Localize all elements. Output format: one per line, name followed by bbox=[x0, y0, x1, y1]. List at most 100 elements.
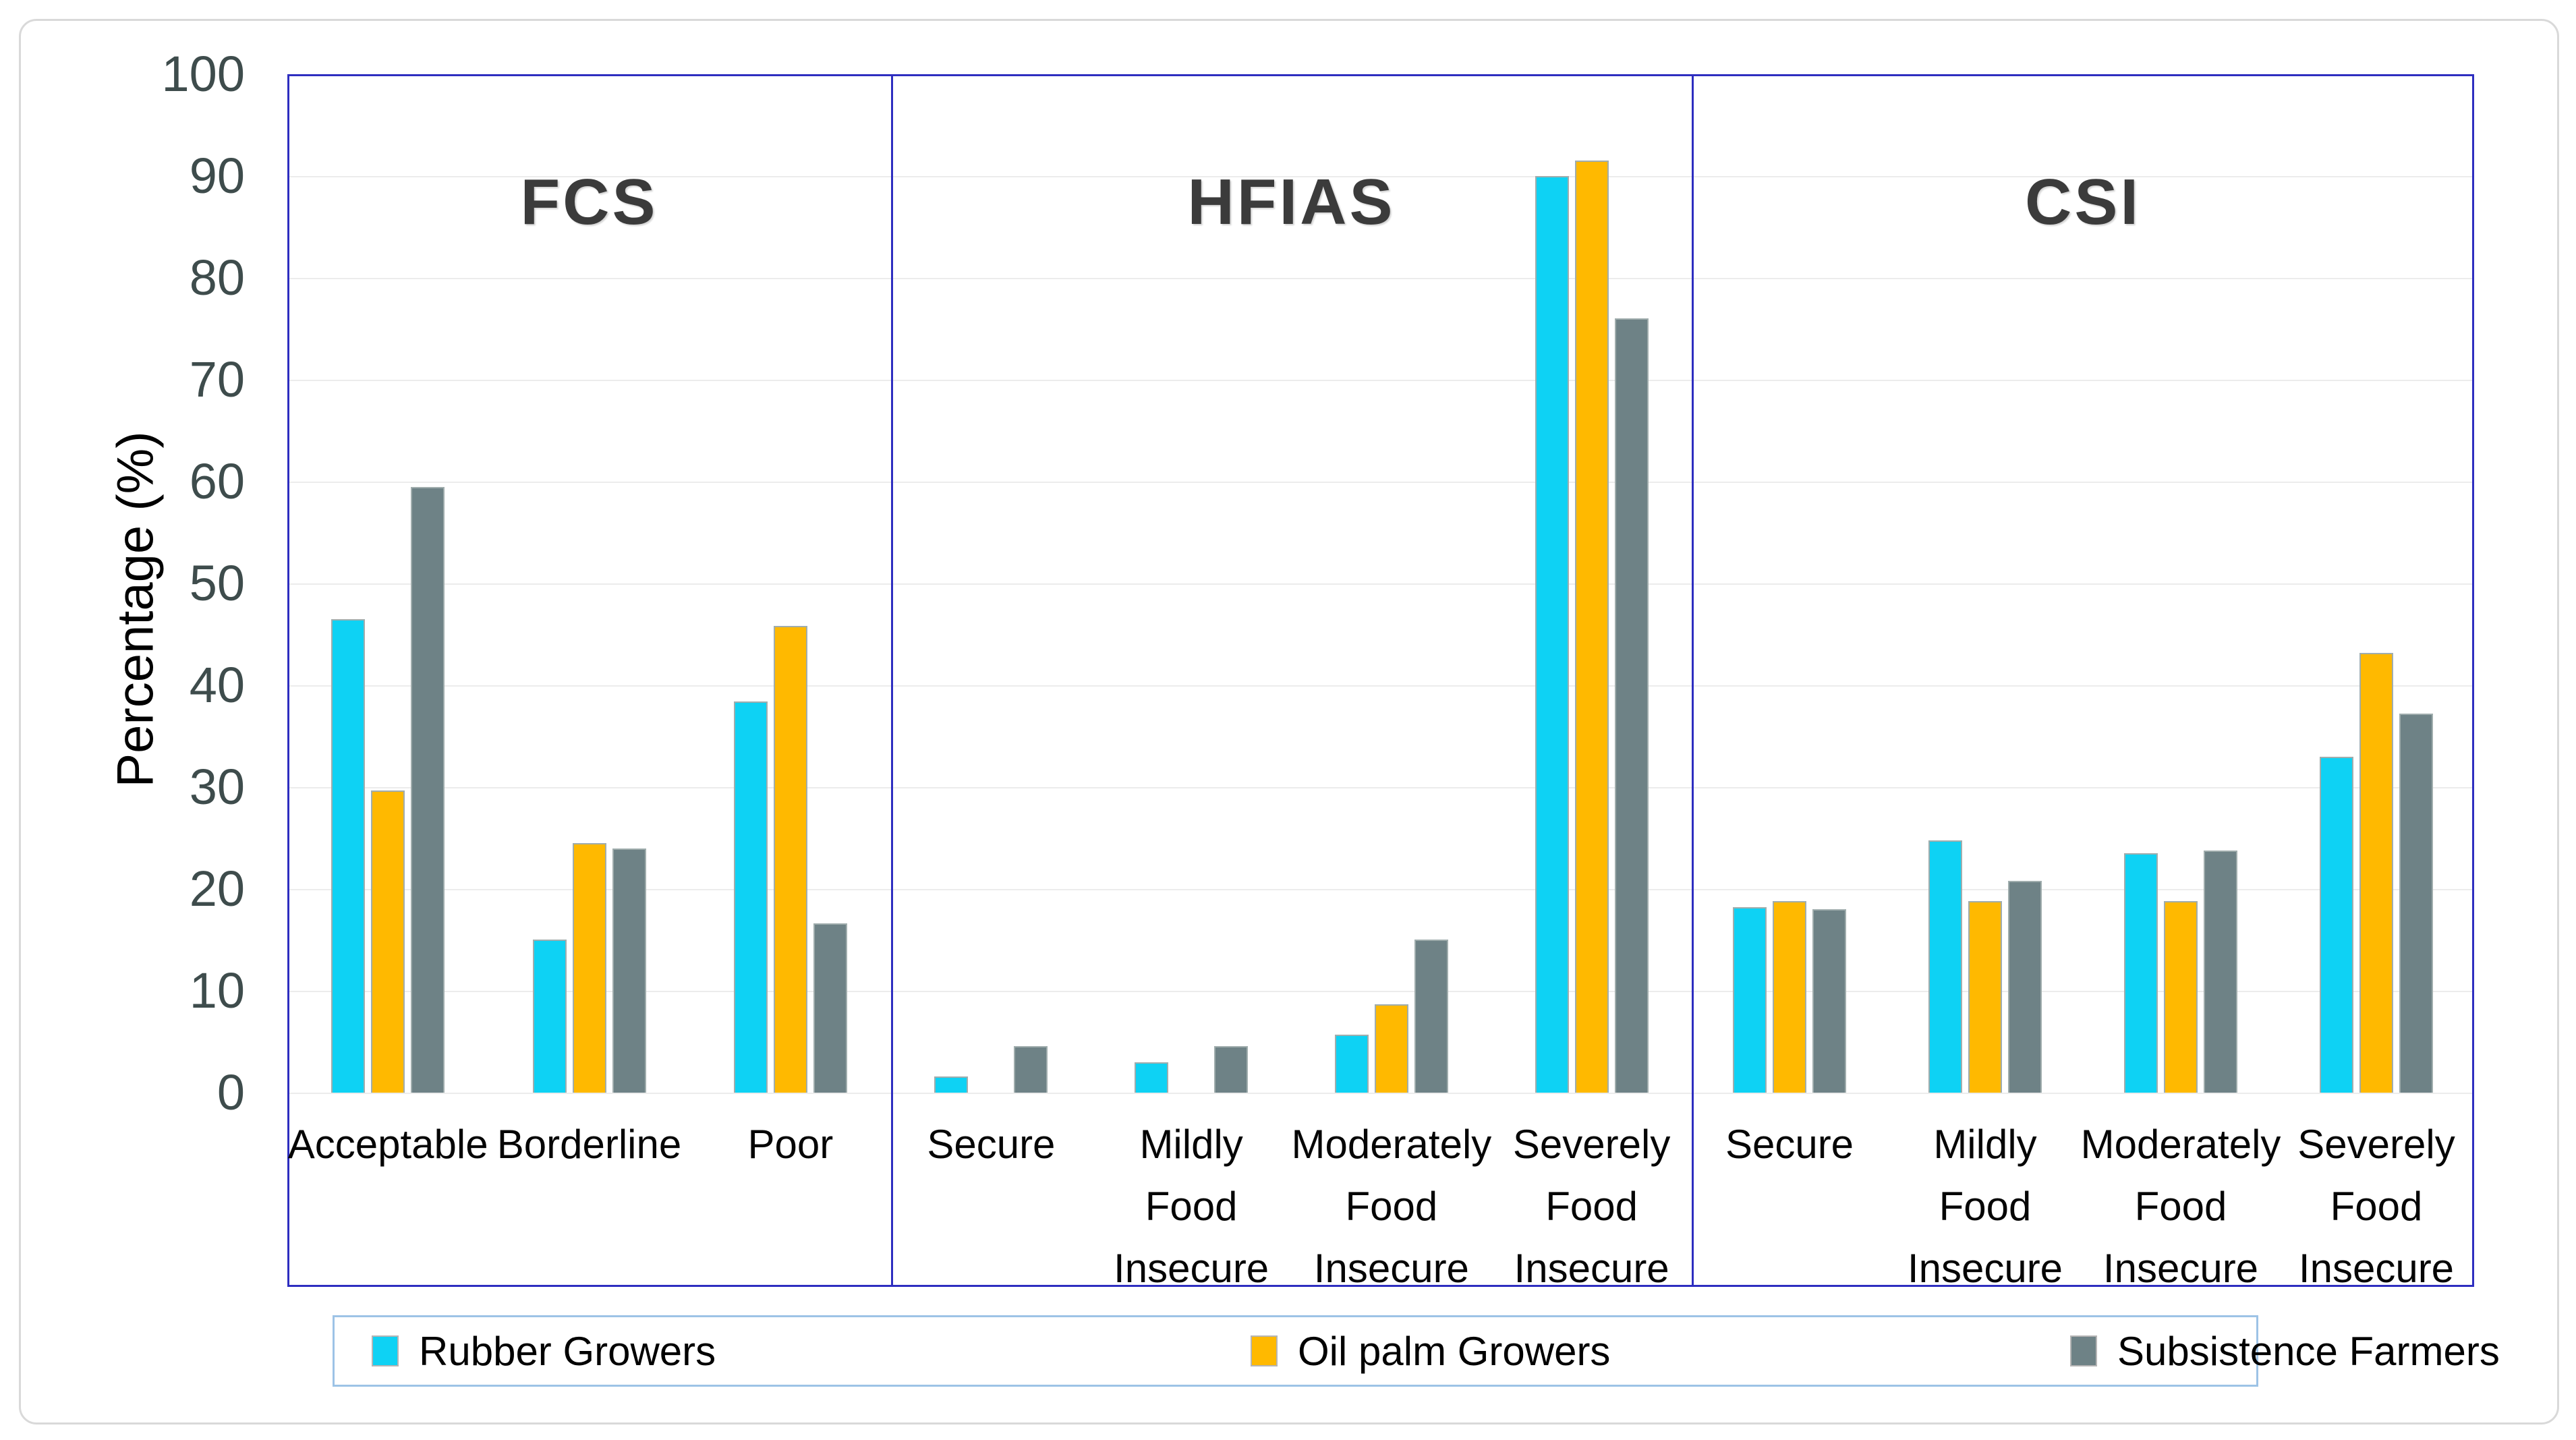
x-axis-label-fcs-0: Acceptable bbox=[274, 1114, 502, 1176]
x-axis-label-line: Insecure bbox=[1313, 1246, 1469, 1291]
bar-fcs-0-series-1 bbox=[371, 790, 405, 1093]
bar-hfias-1-series-2 bbox=[1214, 1046, 1249, 1093]
gridline-30 bbox=[287, 787, 2474, 788]
x-axis-label-fcs-2: Poor bbox=[677, 1114, 905, 1176]
x-axis-label-line: Acceptable bbox=[287, 1122, 488, 1167]
x-axis-label-line: Mildly bbox=[1139, 1122, 1243, 1167]
bar-fcs-1-series-2 bbox=[612, 848, 646, 1093]
bar-csi-1-series-0 bbox=[1928, 840, 1962, 1093]
legend-swatch-oil-palm-growers bbox=[1251, 1335, 1278, 1366]
legend-swatch-rubber-growers bbox=[372, 1335, 399, 1366]
gridline-50 bbox=[287, 583, 2474, 585]
panel-divider-1 bbox=[891, 74, 893, 1287]
panel-title-fcs: FCS bbox=[520, 166, 658, 238]
legend-label-subsistence-farmers: Subsistence Farmers bbox=[2117, 1328, 2500, 1374]
x-axis-label-csi-3: Severely Food Insecure bbox=[2265, 1114, 2488, 1300]
y-axis-tick-label: 90 bbox=[189, 148, 245, 204]
gridline-60 bbox=[287, 482, 2474, 483]
x-axis-label-line: Poor bbox=[747, 1122, 834, 1167]
y-axis-tick-label: 80 bbox=[189, 250, 245, 306]
bar-hfias-3-series-0 bbox=[1535, 176, 1569, 1093]
x-axis-label-line: Food bbox=[1939, 1184, 2032, 1229]
figure-border: Percentage (%) 0 10 20 30 40 50 60 70 80 90 100 FCS… bbox=[19, 19, 2559, 1424]
x-axis-label-line: Insecure bbox=[2102, 1246, 2259, 1291]
x-axis-label-line: Insecure bbox=[1907, 1246, 2063, 1291]
panel-title-hfias: HFIAS bbox=[1187, 166, 1396, 238]
y-axis-tick-label: 50 bbox=[189, 555, 245, 611]
y-axis-tick-label: 10 bbox=[189, 962, 245, 1018]
x-axis-label-line: Moderately bbox=[2080, 1122, 2281, 1167]
bar-fcs-1-series-0 bbox=[532, 940, 567, 1093]
x-axis-label-line: Food bbox=[1145, 1184, 1238, 1229]
bar-csi-3-series-1 bbox=[2359, 653, 2393, 1093]
x-axis-label-csi-1: Mildly Food Insecure bbox=[1874, 1114, 2096, 1300]
x-axis-label-line: Insecure bbox=[2298, 1246, 2455, 1291]
gridline-40 bbox=[287, 685, 2474, 687]
bar-csi-1-series-1 bbox=[1968, 901, 2002, 1093]
legend: Rubber Growers Oil palm Growers Subsistenc… bbox=[333, 1315, 2500, 1387]
legend-swatch-subsistence-farmers bbox=[2070, 1335, 2097, 1366]
bar-csi-0-series-1 bbox=[1773, 901, 1806, 1093]
x-axis-label-line: Secure bbox=[927, 1122, 1056, 1167]
legend-item-subsistence-farmers: Subsistence Farmers bbox=[2070, 1317, 2500, 1385]
gridline-80 bbox=[287, 278, 2474, 279]
bar-csi-3-series-2 bbox=[2399, 714, 2433, 1093]
x-axis-label-line: Moderately bbox=[1291, 1122, 1492, 1167]
x-axis-label-line: Food bbox=[1545, 1184, 1638, 1229]
x-axis-label-line: Mildly bbox=[1933, 1122, 2037, 1167]
gridline-10 bbox=[287, 991, 2474, 992]
x-axis-label-line: Insecure bbox=[1514, 1246, 1669, 1291]
bar-hfias-3-series-2 bbox=[1614, 318, 1649, 1093]
bar-hfias-2-series-1 bbox=[1374, 1004, 1408, 1093]
x-axis-label-hfias-2: Moderately Food Insecure bbox=[1278, 1114, 1506, 1300]
bar-hfias-1-series-0 bbox=[1135, 1062, 1169, 1093]
legend-label-oil-palm-growers: Oil palm Growers bbox=[1298, 1328, 1611, 1374]
y-axis-tick-label: 20 bbox=[189, 861, 245, 917]
y-axis-tick-label: 30 bbox=[189, 759, 245, 815]
bar-fcs-2-series-2 bbox=[813, 923, 847, 1093]
bar-fcs-2-series-1 bbox=[773, 626, 807, 1093]
x-axis-label-line: Food bbox=[2134, 1184, 2227, 1229]
bar-csi-1-series-2 bbox=[2008, 881, 2042, 1093]
y-axis-tick-label: 70 bbox=[189, 351, 245, 407]
panel-divider-2 bbox=[1692, 74, 1694, 1287]
x-axis-label-csi-0: Secure bbox=[1678, 1114, 1901, 1176]
x-axis-label-line: Insecure bbox=[1114, 1246, 1269, 1291]
legend-item-rubber-growers: Rubber Growers bbox=[372, 1317, 716, 1385]
bar-csi-3-series-0 bbox=[2320, 757, 2353, 1093]
bar-hfias-0-series-2 bbox=[1014, 1046, 1048, 1093]
bar-fcs-2-series-0 bbox=[733, 701, 768, 1093]
bar-csi-0-series-0 bbox=[1733, 907, 1767, 1093]
gridline-70 bbox=[287, 380, 2474, 381]
bar-csi-0-series-2 bbox=[1812, 909, 1846, 1093]
bar-hfias-3-series-1 bbox=[1574, 161, 1609, 1093]
gridline-90 bbox=[287, 176, 2474, 177]
bar-hfias-2-series-0 bbox=[1334, 1035, 1369, 1093]
bar-fcs-0-series-2 bbox=[411, 487, 445, 1093]
panel-title-csi: CSI bbox=[2024, 166, 2142, 238]
x-axis-label-line: Borderline bbox=[496, 1122, 682, 1167]
x-axis-label-line: Severely bbox=[2297, 1122, 2455, 1167]
x-axis-label-hfias-3: Severely Food Insecure bbox=[1478, 1114, 1705, 1300]
gridline-20 bbox=[287, 889, 2474, 890]
bar-csi-2-series-1 bbox=[2164, 901, 2198, 1093]
x-axis-label-line: Food bbox=[1345, 1184, 1438, 1229]
x-axis-label-hfias-0: Secure bbox=[878, 1114, 1105, 1176]
y-axis-tick-label: 100 bbox=[161, 46, 245, 102]
x-axis-label-line: Food bbox=[2330, 1184, 2423, 1229]
plot-area-border bbox=[287, 74, 2474, 1287]
x-axis-label-csi-2: Moderately Food Insecure bbox=[2069, 1114, 2292, 1300]
bar-csi-2-series-0 bbox=[2124, 853, 2158, 1093]
bar-fcs-0-series-0 bbox=[331, 619, 366, 1093]
legend-label-rubber-growers: Rubber Growers bbox=[419, 1328, 716, 1374]
y-axis-tick-label: 40 bbox=[189, 657, 245, 713]
x-axis-label-fcs-1: Borderline bbox=[475, 1114, 703, 1176]
bar-fcs-1-series-1 bbox=[572, 843, 606, 1093]
x-axis-label-hfias-1: Mildly Food Insecure bbox=[1078, 1114, 1305, 1300]
bar-hfias-2-series-2 bbox=[1414, 940, 1448, 1093]
legend-item-oil-palm-growers: Oil palm Growers bbox=[1251, 1317, 1610, 1385]
bar-hfias-0-series-0 bbox=[934, 1076, 969, 1093]
bar-csi-2-series-2 bbox=[2204, 851, 2237, 1093]
y-axis-tick-label: 60 bbox=[189, 453, 245, 509]
x-axis-label-line: Secure bbox=[1725, 1122, 1854, 1167]
